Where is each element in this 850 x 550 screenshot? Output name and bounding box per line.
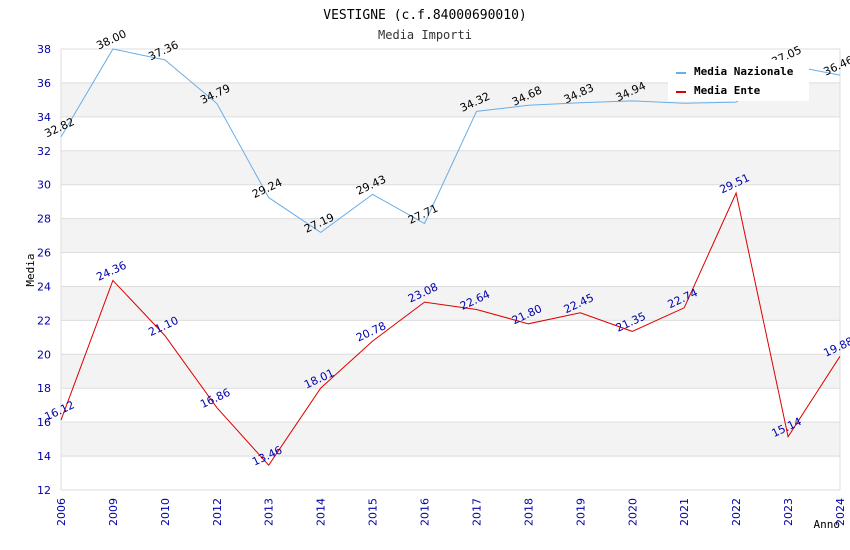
x-tick-label: 2018 [522, 498, 535, 526]
grid-band [61, 116, 840, 151]
x-tick-label: 2012 [211, 498, 224, 526]
x-axis-label: Anno [814, 518, 841, 531]
y-tick-label: 22 [37, 314, 51, 327]
grid-band [61, 218, 840, 253]
grid-band [61, 422, 840, 457]
grid-band [61, 252, 840, 287]
legend-label-media-ente: Media Ente [694, 84, 761, 97]
x-tick-label: 2014 [315, 498, 328, 526]
legend-label-media-nazionale: Media Nazionale [694, 65, 794, 78]
grid-bands [61, 49, 840, 490]
y-tick-label: 34 [37, 111, 51, 124]
grid-band [61, 286, 840, 321]
y-tick-label: 14 [37, 450, 51, 463]
series-line-media-nazionale [60, 48, 841, 234]
legend: Media Nazionale Media Ente [668, 60, 809, 101]
y-tick-label: 12 [37, 484, 51, 497]
series-line-media-ente [60, 191, 841, 467]
y-tick-label: 26 [37, 247, 51, 260]
y-tick-label: 20 [37, 348, 51, 361]
series-lines [60, 48, 841, 467]
x-tick-label: 2009 [107, 498, 120, 526]
y-tick-label: 16 [37, 416, 51, 429]
y-tick-label: 28 [37, 213, 51, 226]
grid-band [61, 320, 840, 355]
y-tick-label: 24 [37, 280, 51, 293]
x-tick-label: 2016 [419, 498, 432, 526]
chart-subtitle: Media Importi [378, 28, 472, 42]
x-tick-label: 2020 [626, 498, 639, 526]
grid-band [61, 388, 840, 423]
x-tick-label: 2024 [834, 498, 847, 526]
grid-band [61, 354, 840, 389]
y-tick-label: 32 [37, 145, 51, 158]
y-tick-label: 18 [37, 382, 51, 395]
x-tick-label: 2013 [263, 498, 276, 526]
y-tick-label: 36 [37, 77, 51, 90]
grid-band [61, 456, 840, 490]
x-tick-label: 2017 [470, 498, 483, 526]
x-tick-label: 2023 [782, 498, 795, 526]
x-tick-label: 2019 [574, 498, 587, 526]
y-axis-label: Media [24, 253, 37, 286]
grid-band [61, 184, 840, 219]
legend-box [668, 60, 809, 101]
x-tick-label: 2006 [55, 498, 68, 526]
y-tick-label: 38 [37, 43, 51, 56]
x-tick-label: 2022 [730, 498, 743, 526]
grid-lines [60, 48, 841, 491]
x-tick-label: 2010 [159, 498, 172, 526]
x-axis-ticks: 2006 2009 2010 2012 2013 2014 2015 2016 2017 2018… [55, 498, 847, 526]
chart-title: VESTIGNE (c.f.84000690010) [323, 8, 527, 23]
x-tick-label: 2021 [678, 498, 691, 526]
x-tick-label: 2015 [367, 498, 380, 526]
y-axis-ticks: 12 14 16 18 20 22 24 26 28 30 32 34 36 38 [37, 43, 51, 497]
y-tick-label: 30 [37, 179, 51, 192]
